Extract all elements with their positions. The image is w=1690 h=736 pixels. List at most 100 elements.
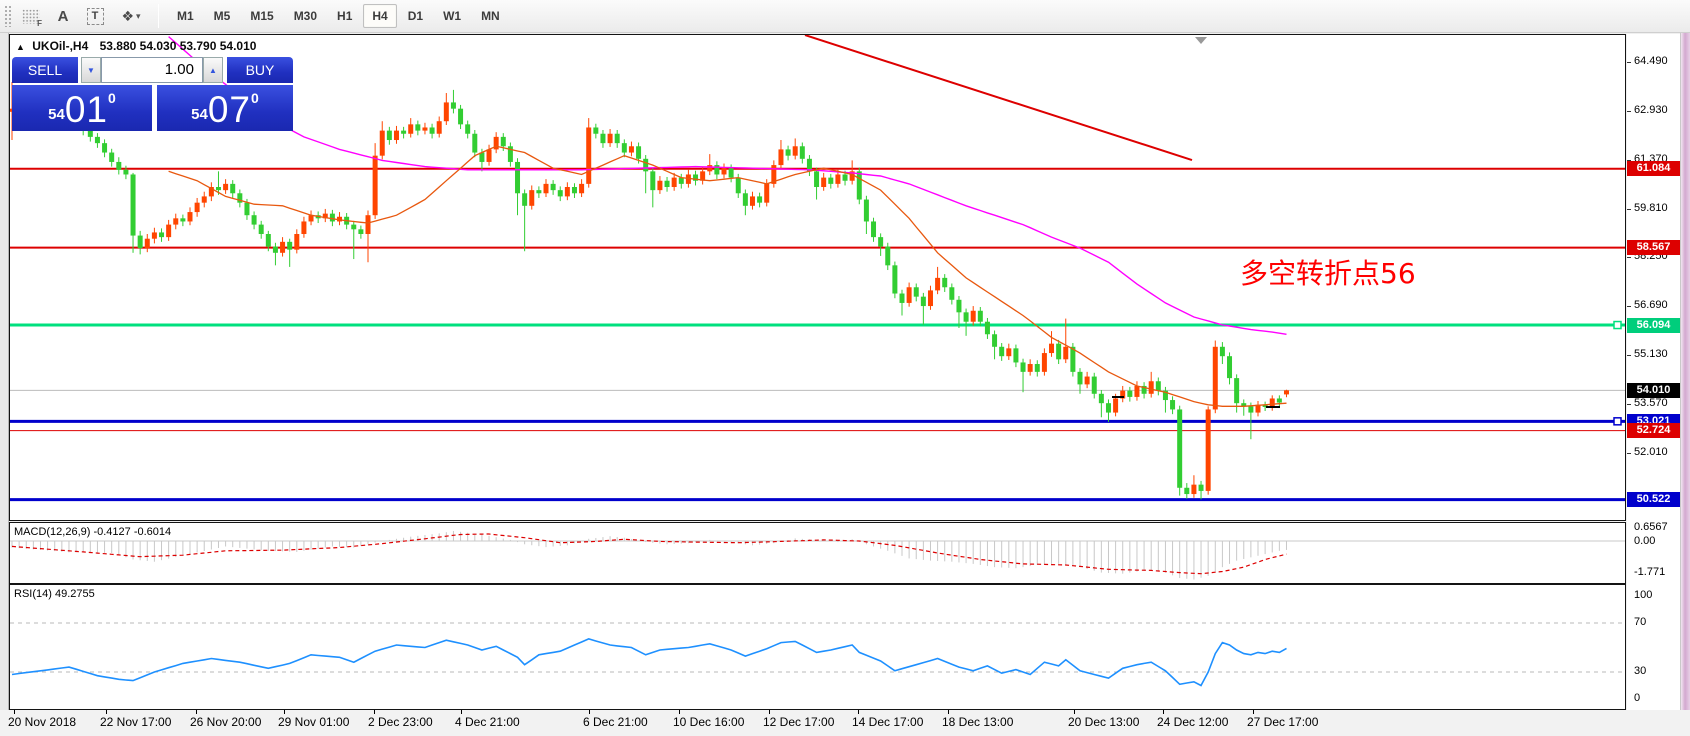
candle-body	[700, 171, 706, 181]
candle-body	[458, 108, 464, 125]
buy-price-small: 54	[191, 106, 208, 123]
rsi-scale-label: 0	[1634, 692, 1641, 704]
timeframe-button-mn[interactable]: MN	[481, 9, 500, 23]
price-tick	[1627, 404, 1631, 405]
rsi-panel[interactable]	[9, 584, 1626, 710]
candle-body	[408, 124, 414, 134]
candle-body	[757, 196, 763, 203]
text-box-icon[interactable]: T	[82, 4, 108, 28]
candle-body	[814, 171, 820, 188]
candle-body	[194, 202, 200, 213]
timeframe-button-h4[interactable]: H4	[363, 4, 397, 28]
candle-body	[935, 277, 941, 291]
timeframe-button-h1[interactable]: H1	[337, 9, 353, 23]
time-label: 10 Dec 16:00	[673, 715, 745, 729]
one-click-trading-panel: SELL ▼ 1.00 ▲ BUY 54 01 0 54 07 0	[12, 57, 293, 131]
candle-body	[1027, 364, 1033, 372]
price-tick-label: 55.130	[1634, 348, 1668, 360]
candle-body	[856, 171, 862, 200]
candle-body	[472, 133, 478, 153]
time-tick	[858, 710, 859, 714]
toolbar-separator	[158, 4, 159, 28]
candle-body	[835, 174, 841, 184]
price-tick	[1627, 62, 1631, 63]
timeframe-button-m15[interactable]: M15	[250, 9, 274, 23]
candle-body	[785, 149, 791, 156]
hline-handle[interactable]	[1613, 417, 1622, 426]
candle-body	[664, 180, 670, 188]
candle-body	[992, 334, 998, 347]
timeframe-button-m30[interactable]: M30	[293, 9, 318, 23]
macd-panel[interactable]	[9, 522, 1626, 584]
candle-body	[251, 215, 257, 225]
price-badge-56.094: 56.094	[1627, 318, 1680, 333]
sell-button[interactable]: SELL	[12, 57, 78, 83]
candle-body	[500, 136, 506, 147]
time-tick	[1253, 710, 1254, 714]
buy-button[interactable]: BUY	[227, 57, 293, 83]
timeframe-button-d1[interactable]: D1	[407, 9, 424, 23]
candle-body	[87, 130, 93, 137]
timeframe-button-w1[interactable]: W1	[443, 9, 462, 23]
candle-body	[1113, 398, 1119, 413]
candle-body	[685, 174, 691, 184]
candle-body	[1006, 348, 1012, 357]
annotation-text[interactable]: 多空转折点56	[1240, 257, 1416, 290]
candle-body	[1148, 381, 1154, 394]
price-tick-label: 62.930	[1634, 104, 1668, 116]
chart-shift-marker[interactable]	[1195, 37, 1207, 44]
toolbar-grip[interactable]	[4, 5, 12, 27]
rsi-scale-label: 70	[1634, 616, 1647, 628]
candle-body	[885, 246, 891, 266]
candle-body	[244, 202, 250, 216]
candle-body	[1262, 404, 1268, 407]
text-box-glyph: T	[86, 7, 104, 25]
candle-body	[1034, 364, 1040, 372]
candle-body	[693, 174, 699, 181]
hline-handle[interactable]	[1613, 320, 1622, 330]
symbol-collapse-icon[interactable]: ▲	[16, 42, 25, 52]
time-label: 20 Nov 2018	[8, 715, 77, 729]
price-scale-column[interactable]: 64.490 62.930 61.370 59.810 58.250 56.690 55.1…	[1627, 34, 1680, 710]
price-badge-52.724: 52.724	[1627, 423, 1680, 438]
window-left-edge	[0, 33, 9, 736]
buy-price-display[interactable]: 54 07 0	[157, 85, 293, 131]
candle-body	[842, 174, 848, 181]
time-label: 26 Nov 20:00	[190, 715, 262, 729]
candle-body	[721, 168, 727, 175]
candle-body	[443, 102, 449, 122]
text-label-icon[interactable]: A	[57, 7, 69, 25]
cursor-style-icon[interactable]: ❖ ▾	[121, 7, 141, 24]
volume-input[interactable]: 1.00	[101, 57, 203, 83]
price-tick-label: 53.570	[1634, 397, 1668, 409]
time-label: 14 Dec 17:00	[852, 715, 924, 729]
candle-body	[1098, 393, 1104, 404]
candle-body	[977, 310, 983, 322]
candle-body	[329, 213, 335, 222]
timeframe-button-m5[interactable]: M5	[213, 9, 231, 23]
candle-body	[913, 287, 919, 297]
candle-body	[109, 152, 115, 162]
candle-body	[1170, 400, 1176, 410]
candle-body	[1248, 406, 1254, 413]
indicator-grid-icon[interactable]: F	[18, 4, 44, 28]
sell-price-display[interactable]: 54 01 0	[12, 85, 152, 131]
price-tick	[1627, 160, 1631, 161]
time-axis[interactable]: 20 Nov 2018 22 Nov 17:00 26 Nov 20:00 29 No…	[0, 710, 1690, 736]
quote-header: ▲ UKOil-,H4 53.880 54.030 53.790 54.010	[16, 39, 256, 53]
candle-body	[258, 224, 264, 235]
candle-body	[1191, 484, 1197, 495]
right-window-edge	[1680, 33, 1690, 736]
candle-body	[792, 146, 798, 156]
macd-scale-label: -1.771	[1634, 566, 1666, 578]
volume-increase-button[interactable]: ▲	[203, 57, 223, 83]
volume-decrease-button[interactable]: ▼	[81, 57, 101, 83]
candle-body	[372, 155, 378, 216]
timeframe-button-m1[interactable]: M1	[177, 9, 194, 23]
candle-body	[272, 246, 278, 253]
candle-body	[899, 293, 905, 303]
trendline[interactable]	[804, 35, 1193, 162]
price-tick	[1627, 209, 1631, 210]
quote-ohlc: 53.880 54.030 53.790 54.010	[99, 39, 257, 53]
candlestick-chart[interactable]	[10, 35, 1625, 520]
